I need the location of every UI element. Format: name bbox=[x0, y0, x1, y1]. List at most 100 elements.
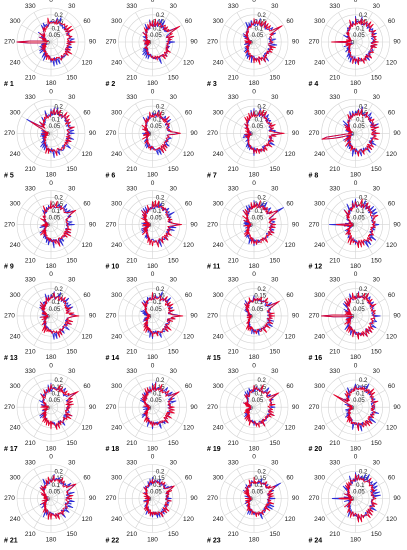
grid-spoke bbox=[21, 116, 52, 134]
radial-origin-label: 0 bbox=[148, 497, 152, 503]
grid-spoke bbox=[152, 207, 183, 225]
angle-tick-label: 240 bbox=[314, 425, 325, 432]
radial-origin-label: 0 bbox=[148, 406, 152, 412]
angle-tick-label: 150 bbox=[371, 349, 382, 356]
radial-tick-label: 0.15 bbox=[153, 111, 165, 117]
polar-panel: 03060901201501802102402703003300.050.10.… bbox=[309, 180, 401, 271]
grid-spoke bbox=[50, 224, 81, 242]
panel-label: # 21 bbox=[4, 538, 18, 545]
angle-tick-label: 30 bbox=[373, 459, 381, 466]
series-b-line bbox=[243, 476, 276, 518]
series-b-line bbox=[335, 198, 379, 249]
angle-tick-label: 90 bbox=[190, 130, 198, 137]
angle-tick-label: 240 bbox=[10, 425, 21, 432]
angle-tick-label: 0 bbox=[252, 180, 256, 187]
angle-tick-label: 300 bbox=[314, 201, 325, 208]
series-b-line bbox=[321, 108, 380, 157]
angle-tick-label: 120 bbox=[82, 333, 93, 340]
grid-spoke bbox=[50, 406, 81, 425]
angle-tick-label: 330 bbox=[228, 94, 239, 101]
grid-spoke bbox=[355, 406, 386, 425]
angle-tick-label: 90 bbox=[190, 313, 198, 320]
angle-tick-label: 210 bbox=[25, 166, 36, 173]
angle-tick-label: 210 bbox=[25, 75, 36, 82]
panel-label: # 23 bbox=[207, 538, 221, 545]
polar-panel: 03060901201501802102402703003300.050.10.… bbox=[106, 89, 198, 180]
angle-tick-label: 60 bbox=[388, 474, 396, 481]
angle-tick-label: 330 bbox=[126, 3, 137, 10]
grid-spoke bbox=[135, 133, 153, 163]
angle-tick-label: 90 bbox=[292, 313, 300, 320]
grid-spoke bbox=[50, 41, 81, 60]
grid-spoke bbox=[236, 12, 255, 43]
angle-tick-label: 90 bbox=[89, 39, 97, 46]
grid-spoke bbox=[355, 24, 386, 43]
angle-tick-label: 0 bbox=[151, 271, 155, 278]
angle-tick-label: 0 bbox=[354, 454, 358, 461]
polar-panel: 03060901201501802102402703003300.050.10.… bbox=[4, 454, 96, 545]
angle-tick-label: 240 bbox=[111, 151, 122, 158]
angle-tick-label: 270 bbox=[207, 404, 218, 411]
grid-spoke bbox=[50, 195, 69, 225]
radial-tick-label: 0.2 bbox=[156, 104, 165, 110]
angle-tick-label: 300 bbox=[213, 109, 224, 116]
radial-origin-label: 0 bbox=[46, 132, 50, 138]
grid-spoke bbox=[50, 286, 69, 317]
angle-tick-label: 120 bbox=[285, 242, 296, 249]
angle-tick-label: 120 bbox=[285, 333, 296, 340]
polar-panel: 03060901201501802102402703003300.050.10.… bbox=[309, 0, 401, 88]
radial-origin-label: 0 bbox=[46, 406, 50, 412]
angle-tick-label: 30 bbox=[68, 94, 76, 101]
grid-spoke bbox=[355, 207, 386, 225]
angle-tick-label: 150 bbox=[66, 75, 77, 82]
angle-tick-label: 150 bbox=[168, 531, 179, 538]
grid-spoke bbox=[135, 498, 153, 529]
angle-tick-label: 330 bbox=[25, 459, 36, 466]
angle-tick-label: 300 bbox=[10, 109, 21, 116]
angle-tick-label: 120 bbox=[386, 516, 397, 523]
radial-tick-label: 0.15 bbox=[254, 294, 266, 300]
angle-tick-label: 300 bbox=[111, 474, 122, 481]
angle-tick-label: 90 bbox=[89, 404, 97, 411]
angle-tick-label: 120 bbox=[386, 333, 397, 340]
angle-tick-label: 0 bbox=[49, 362, 53, 369]
radial-tick-label: 0.2 bbox=[54, 196, 63, 202]
grid-spoke bbox=[355, 224, 386, 242]
radial-tick-label: 0.2 bbox=[359, 287, 368, 293]
grid-spoke bbox=[152, 286, 170, 317]
radial-tick-label: 0.1 bbox=[52, 391, 61, 397]
radial-tick-label: 0.1 bbox=[52, 483, 61, 489]
angle-tick-label: 0 bbox=[354, 0, 358, 4]
angle-tick-label: 90 bbox=[292, 495, 300, 502]
angle-tick-label: 180 bbox=[249, 354, 260, 361]
radial-tick-label: 0.15 bbox=[153, 20, 165, 26]
grid-spoke bbox=[50, 12, 69, 43]
angle-tick-label: 30 bbox=[170, 185, 178, 192]
angle-tick-label: 180 bbox=[249, 80, 260, 87]
angle-tick-label: 90 bbox=[393, 221, 401, 228]
grid-spoke bbox=[355, 116, 386, 134]
panel-label: # 20 bbox=[309, 446, 323, 453]
grid-spoke bbox=[50, 315, 69, 346]
angle-tick-label: 0 bbox=[252, 454, 256, 461]
radial-tick-label: 0.1 bbox=[255, 118, 264, 124]
angle-tick-label: 300 bbox=[111, 292, 122, 299]
radial-tick-label: 0.1 bbox=[255, 300, 264, 306]
angle-tick-label: 300 bbox=[314, 18, 325, 25]
polar-panel: 03060901201501802102402703003300.050.10.… bbox=[309, 89, 401, 180]
grid-spoke bbox=[253, 407, 272, 437]
angle-tick-label: 330 bbox=[329, 3, 340, 10]
grid-spoke bbox=[50, 468, 69, 499]
grid-spoke bbox=[253, 224, 284, 242]
grid-spoke bbox=[33, 498, 52, 529]
angle-tick-label: 30 bbox=[373, 94, 381, 101]
panel-label: # 13 bbox=[4, 355, 18, 362]
series-b-line bbox=[243, 384, 280, 428]
radial-tick-label: 0.2 bbox=[359, 104, 368, 110]
grid-spoke bbox=[50, 133, 69, 163]
angle-tick-label: 60 bbox=[286, 18, 294, 25]
angle-tick-label: 150 bbox=[66, 349, 77, 356]
angle-tick-label: 90 bbox=[89, 495, 97, 502]
polar-panel: 03060901201501802102402703003300.050.10.… bbox=[207, 0, 299, 88]
angle-tick-label: 240 bbox=[10, 516, 21, 523]
